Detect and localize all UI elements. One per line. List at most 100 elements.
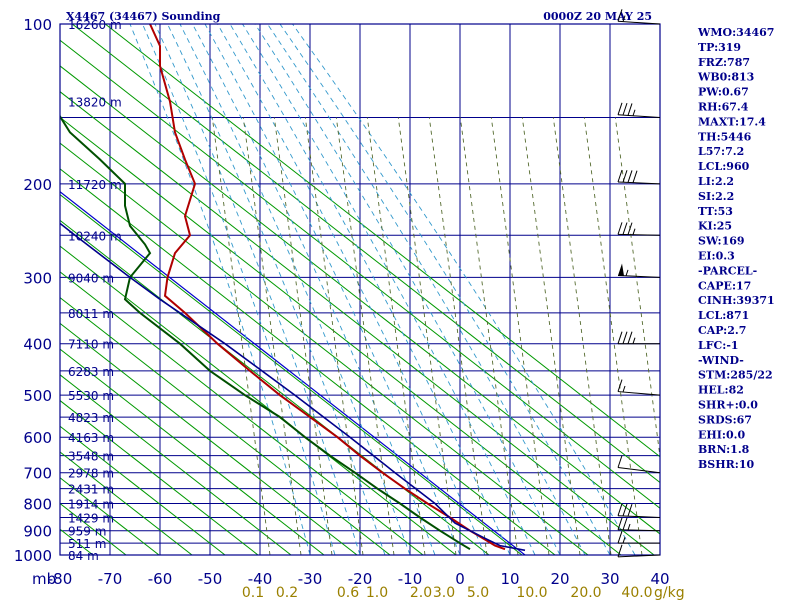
wind-barb-tick <box>617 169 623 183</box>
height-label: 3548 m <box>68 450 114 464</box>
moist-adiabat-line <box>142 24 336 555</box>
height-label: 1429 m <box>68 512 114 526</box>
index-line: -WIND- <box>698 354 744 367</box>
wind-barb <box>617 544 661 558</box>
mixing-ratio-line <box>490 117 550 555</box>
wind-barb-tick <box>627 503 633 517</box>
mixing-ratio-label: 0.2 <box>276 585 298 600</box>
wind-barb-half-tick <box>625 269 629 277</box>
wind-barb-tick <box>622 503 628 517</box>
index-line: SRDS:67 <box>698 413 752 426</box>
index-line: EI:0.3 <box>698 250 735 263</box>
wind-barb-staff <box>617 515 661 519</box>
temperature-tick-label: -50 <box>198 570 223 588</box>
index-line: LI:2.2 <box>698 175 734 188</box>
pressure-tick-label: 300 <box>23 269 52 287</box>
dry-adiabat-line <box>60 142 589 555</box>
moist-adiabat-line <box>267 24 586 555</box>
wind-barb-tick <box>622 222 628 235</box>
temperature-tick-label: -10 <box>398 570 423 588</box>
height-label: 6283 m <box>68 365 114 379</box>
mixing-ratio-line <box>366 117 426 555</box>
wind-barb-half-tick <box>622 385 626 393</box>
mixing-ratio-label: 10.0 <box>516 585 547 600</box>
wind-barb-half-tick <box>632 337 636 344</box>
wind-barb-staff <box>617 467 661 474</box>
wind-barb <box>617 169 661 185</box>
wind-barb-tick <box>622 170 628 183</box>
wind-barb-flag <box>618 263 624 276</box>
wind-barb-tick <box>622 331 628 344</box>
height-label: 5530 m <box>68 389 114 403</box>
temperature-profile-line <box>149 24 506 551</box>
wind-barb-half-tick <box>622 537 626 544</box>
temperature-tick-label: -60 <box>148 570 173 588</box>
mixing-ratio-line <box>459 117 519 555</box>
moist-adiabat-line <box>179 24 411 555</box>
wind-barb-staff <box>617 233 661 236</box>
temperature-tick-label: 0 <box>455 570 465 588</box>
wind-barb-staff <box>617 391 661 396</box>
mixing-ratio-line <box>211 117 271 555</box>
pressure-unit-label: mb <box>32 570 56 588</box>
moist-adiabat-line <box>129 24 311 555</box>
dry-adiabat-line <box>60 425 226 555</box>
index-line: SHR+:0.0 <box>698 399 758 412</box>
wind-barb <box>617 379 661 396</box>
wind-barb <box>617 222 661 236</box>
moist-adiabat-line <box>279 24 611 555</box>
height-label: 9040 m <box>68 271 114 285</box>
index-line: TP:319 <box>698 41 741 54</box>
wind-barb <box>617 263 661 278</box>
pressure-tick-label: 700 <box>23 465 52 483</box>
wind-barb-tick <box>617 503 623 516</box>
height-label: 7110 m <box>68 338 114 352</box>
height-label: 1914 m <box>68 498 114 512</box>
mixing-ratio-label: 0.6 <box>337 585 359 600</box>
index-line: TH:5446 <box>698 130 752 143</box>
wind-barb-staff <box>617 181 661 185</box>
index-line: BSHR:10 <box>698 458 754 471</box>
mixing-ratio-line <box>304 117 364 555</box>
wind-barb <box>617 9 661 25</box>
wind-barb <box>617 331 660 345</box>
index-line: FRZ:787 <box>698 56 750 69</box>
mixing-ratio-label: 5.0 <box>467 585 489 600</box>
mixing-ratio-label: 3.0 <box>433 585 455 600</box>
pressure-tick-label: 100 <box>23 16 52 34</box>
height-label: 13820 m <box>68 96 122 110</box>
pressure-tick-label: 800 <box>23 496 52 514</box>
index-line: SW:169 <box>698 235 745 248</box>
index-line: RH:67.4 <box>698 101 749 114</box>
dry-adiabat-line <box>60 39 660 509</box>
wind-barb-tick <box>617 531 623 544</box>
pressure-tick-label: 500 <box>23 387 52 405</box>
index-line: HEL:82 <box>698 384 744 397</box>
skewed-isotherm-line <box>60 191 526 555</box>
dry-adiabat-line <box>60 399 259 555</box>
dry-adiabat-line <box>60 116 622 555</box>
moist-adiabat-line <box>217 24 486 555</box>
temperature-tick-label: -20 <box>348 570 373 588</box>
wind-barb-tick <box>617 222 623 235</box>
moist-adiabat-line <box>204 24 461 555</box>
chart-title: X4467 (34467) Sounding <box>66 10 221 23</box>
pressure-tick-label: 1000 <box>14 547 52 565</box>
dry-adiabat-line <box>60 194 523 555</box>
index-line: LCL:871 <box>698 309 749 322</box>
wind-barb-tick <box>617 331 623 344</box>
temperature-tick-label: -30 <box>298 570 323 588</box>
mixing-ratio-unit: g/kg <box>654 585 685 600</box>
index-line: -PARCEL- <box>698 264 757 277</box>
wind-barb <box>617 102 661 119</box>
wind-barb-tick <box>617 455 623 468</box>
index-line: KI:25 <box>698 220 732 233</box>
wind-barb-tick <box>627 222 633 235</box>
index-line: MAXT:17.4 <box>698 115 766 128</box>
pressure-tick-label: 400 <box>23 336 52 354</box>
wind-barb-tick <box>617 9 623 22</box>
plot-frame <box>59 23 661 556</box>
mixing-ratio-line <box>521 117 581 555</box>
height-label: 959 m <box>68 525 106 539</box>
